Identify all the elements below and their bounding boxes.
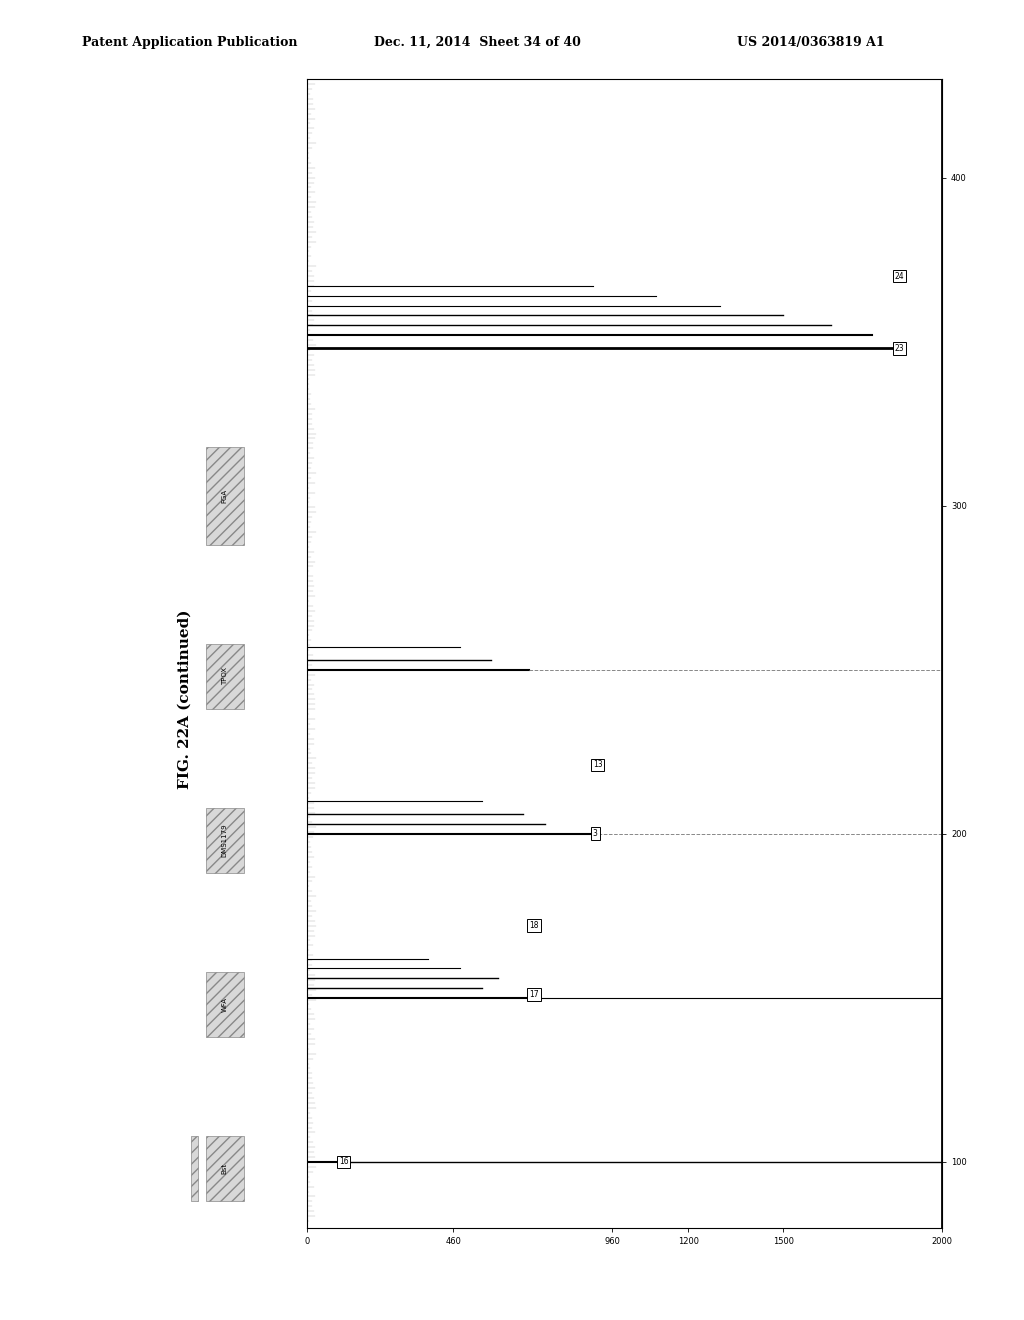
Text: TPOX: TPOX (221, 668, 227, 685)
Bar (206, 644, 244, 709)
Text: 24: 24 (895, 272, 904, 281)
Text: Bst: Bst (221, 1163, 227, 1173)
Bar (206, 446, 244, 545)
Text: DMS1179: DMS1179 (221, 824, 227, 857)
Text: 3: 3 (593, 829, 598, 838)
Bar (191, 1135, 198, 1201)
Text: Patent Application Publication: Patent Application Publication (82, 36, 297, 49)
Bar (206, 808, 244, 874)
Text: WFA: WFA (221, 997, 227, 1012)
Text: FGA: FGA (221, 488, 227, 503)
Text: 13: 13 (593, 760, 602, 770)
Text: 16: 16 (339, 1158, 348, 1167)
Text: FIG. 22A (continued): FIG. 22A (continued) (177, 610, 191, 789)
Text: Dec. 11, 2014  Sheet 34 of 40: Dec. 11, 2014 Sheet 34 of 40 (374, 36, 581, 49)
Bar (206, 972, 244, 1038)
Text: US 2014/0363819 A1: US 2014/0363819 A1 (737, 36, 885, 49)
Bar (206, 1135, 244, 1201)
Text: 18: 18 (529, 921, 539, 931)
Text: 23: 23 (895, 343, 904, 352)
Text: 17: 17 (529, 990, 539, 999)
